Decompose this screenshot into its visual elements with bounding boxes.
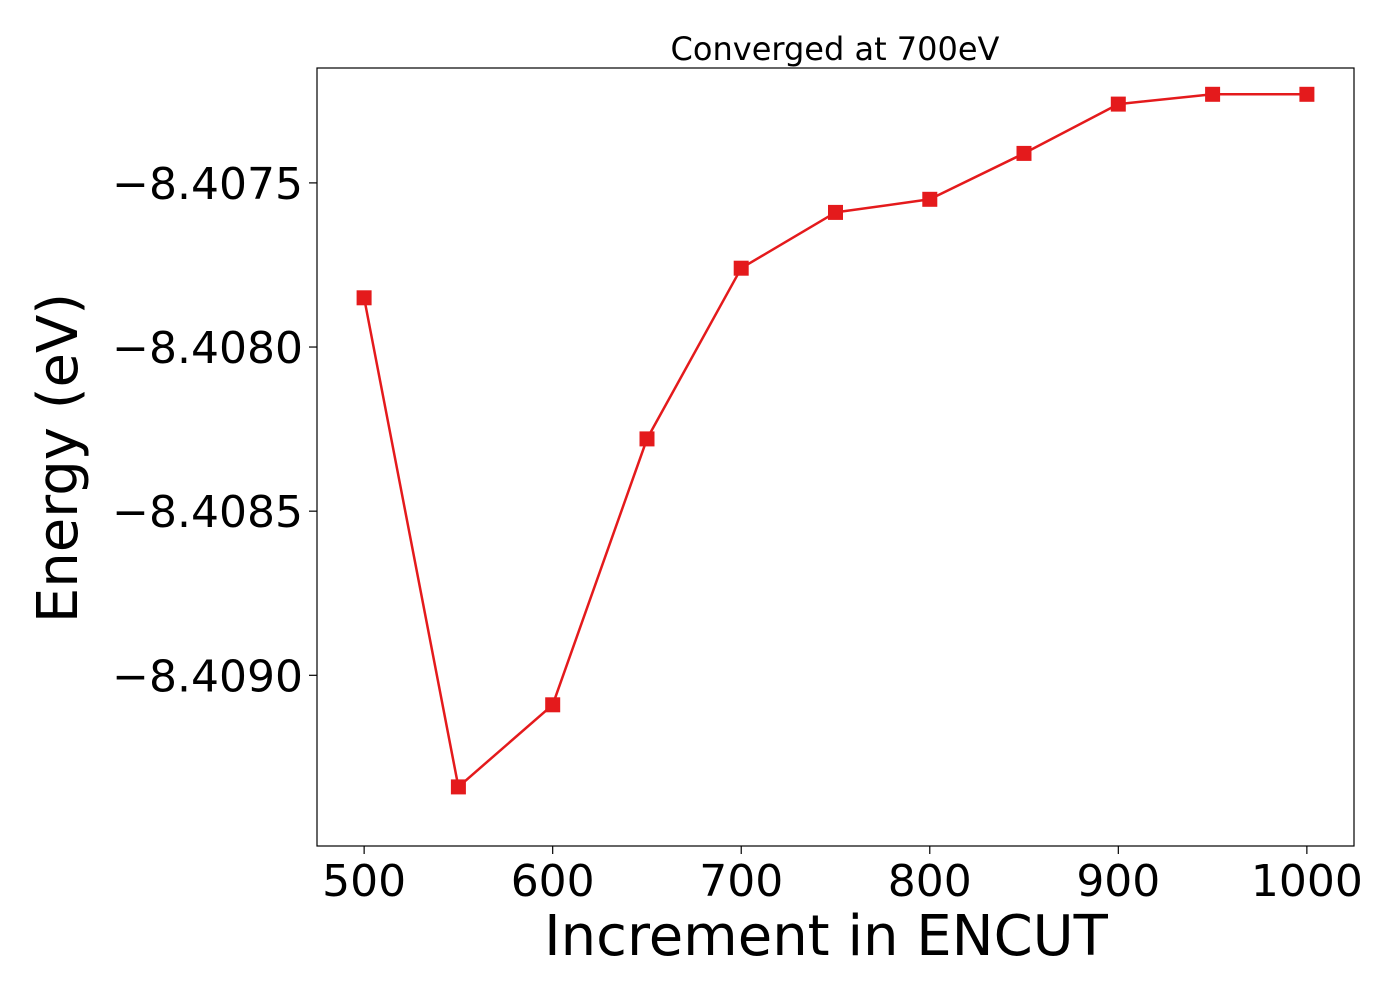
- series-markers: [356, 86, 1315, 795]
- y-axis: −8.4090 −8.4085 −8.4080 −8.4075: [112, 159, 317, 702]
- data-point-marker: [450, 779, 466, 795]
- data-point-marker: [1205, 86, 1221, 102]
- data-point-marker: [1299, 86, 1315, 102]
- data-point-marker: [1110, 96, 1126, 112]
- x-axis: 500 600 700 800 900 1000: [322, 846, 1363, 907]
- data-point-marker: [733, 260, 749, 276]
- y-tick-label: −8.4075: [112, 159, 303, 210]
- x-tick-label: 500: [322, 856, 406, 907]
- x-tick-label: 900: [1076, 856, 1160, 907]
- data-point-marker: [1016, 145, 1032, 161]
- data-point-marker: [922, 191, 938, 207]
- data-point-marker: [356, 290, 372, 306]
- y-tick-label: −8.4085: [112, 487, 303, 538]
- x-tick-label: 800: [888, 856, 972, 907]
- x-tick-label: 700: [699, 856, 783, 907]
- data-point-marker: [828, 204, 843, 220]
- x-axis-label: Increment in ENCUT: [544, 904, 1109, 969]
- plot-area-frame: [316, 67, 1355, 847]
- data-point-marker: [639, 431, 655, 447]
- y-tick-label: −8.4080: [112, 323, 303, 374]
- y-tick-label: −8.4090: [112, 651, 303, 702]
- x-tick-label: 600: [511, 856, 595, 907]
- chart-title: Converged at 700eV: [671, 30, 1000, 68]
- y-axis-label: Energy (eV): [26, 293, 91, 623]
- data-point-marker: [545, 697, 561, 713]
- x-tick-label: 1000: [1251, 856, 1363, 907]
